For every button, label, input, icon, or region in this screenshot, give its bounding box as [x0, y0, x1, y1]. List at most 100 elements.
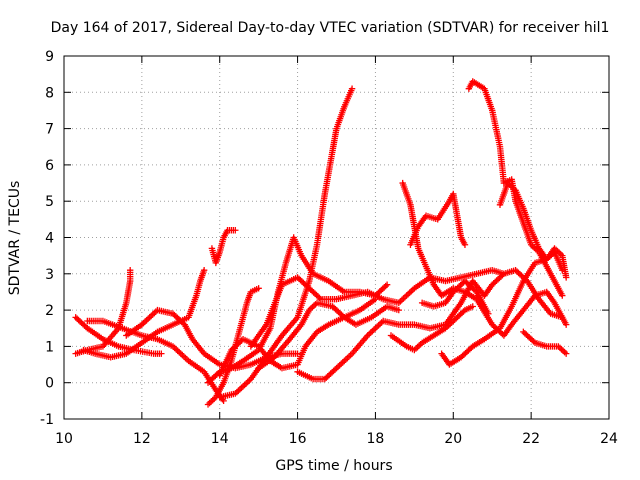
plus-marker — [337, 360, 345, 368]
plus-marker — [341, 357, 348, 365]
plus-marker — [378, 319, 385, 326]
plus-marker — [236, 386, 244, 393]
y-tick-label: -1 — [40, 412, 54, 428]
series-trace-15 — [387, 303, 476, 354]
x-tick-label: 14 — [211, 431, 229, 447]
plus-marker — [316, 294, 323, 302]
series-trace-13 — [294, 277, 488, 383]
plus-marker — [401, 293, 409, 301]
plus-marker — [294, 350, 301, 357]
x-tick-label: 16 — [289, 431, 307, 447]
x-tick-label: 20 — [444, 431, 462, 447]
plus-marker — [400, 295, 407, 302]
plus-marker — [206, 399, 213, 407]
plus-marker — [370, 326, 378, 333]
x-axis-label: GPS time / hours — [275, 458, 392, 474]
plus-marker — [148, 312, 155, 320]
plus-marker — [345, 353, 353, 360]
series-trace-17 — [418, 277, 492, 317]
plus-marker — [176, 349, 183, 356]
plus-marker — [331, 366, 339, 373]
plus-marker — [558, 346, 565, 353]
plus-marker — [561, 349, 568, 356]
plus-marker — [383, 281, 391, 288]
plus-marker — [559, 292, 566, 299]
plus-marker — [177, 350, 184, 357]
plus-marker — [239, 383, 247, 390]
plus-marker — [344, 354, 351, 362]
plus-marker — [499, 271, 506, 279]
plus-marker — [373, 323, 381, 330]
plus-marker — [403, 292, 410, 299]
series-trace-6 — [208, 227, 239, 267]
y-tick-label: 9 — [45, 49, 54, 65]
y-tick-label: 1 — [45, 339, 54, 355]
plus-marker — [207, 398, 215, 405]
plus-marker — [559, 314, 566, 321]
plus-marker — [255, 285, 262, 292]
plus-marker — [126, 266, 134, 274]
x-tick-label: 24 — [600, 431, 618, 447]
plus-marker — [375, 322, 382, 329]
plus-marker — [342, 356, 350, 363]
plus-marker — [238, 384, 245, 391]
plus-marker — [174, 347, 181, 354]
plus-marker — [559, 347, 567, 354]
plus-marker — [146, 314, 153, 321]
y-tick-label: 0 — [45, 376, 54, 392]
plus-marker — [158, 350, 165, 357]
plus-marker — [235, 387, 242, 394]
plus-marker — [141, 318, 149, 325]
plus-marker — [485, 310, 492, 317]
plus-marker — [406, 289, 413, 296]
series-trace-22 — [520, 328, 570, 357]
x-tick-label: 12 — [133, 431, 151, 447]
plus-marker — [204, 401, 212, 408]
y-tick-label: 3 — [45, 267, 54, 283]
plus-marker — [149, 311, 156, 318]
plus-marker — [200, 266, 208, 274]
plus-marker — [530, 338, 537, 345]
plus-marker — [244, 378, 251, 386]
plus-marker — [382, 282, 389, 290]
plus-marker — [562, 321, 570, 328]
plus-marker — [372, 325, 379, 332]
plus-marker — [242, 380, 250, 387]
plus-marker — [143, 317, 150, 324]
plus-marker — [179, 351, 186, 359]
plus-marker — [408, 288, 415, 295]
plus-marker — [369, 327, 376, 335]
series-trace-21 — [481, 266, 566, 321]
plus-marker — [309, 303, 316, 311]
plus-marker — [339, 359, 346, 366]
y-tick-label: 6 — [45, 158, 54, 174]
plus-marker — [469, 303, 476, 310]
plus-marker — [460, 308, 467, 315]
plus-marker — [404, 290, 412, 298]
plus-marker — [144, 315, 152, 323]
x-tick-label: 18 — [367, 431, 385, 447]
plus-marker — [152, 308, 160, 315]
plus-marker — [232, 227, 239, 234]
y-tick-label: 4 — [45, 231, 54, 247]
plus-marker — [182, 354, 189, 362]
plus-marker — [241, 381, 248, 389]
series-trace-1 — [72, 314, 165, 357]
data-marks — [72, 78, 570, 408]
y-axis-label: SDTVAR / TECUs — [7, 181, 23, 296]
x-tick-label: 10 — [55, 431, 73, 447]
plus-marker — [366, 330, 373, 338]
plus-marker — [395, 306, 402, 314]
y-tick-label: 8 — [45, 85, 54, 101]
plus-marker — [348, 85, 356, 92]
y-tick-label: 5 — [45, 194, 54, 210]
plus-marker — [209, 396, 216, 404]
plus-marker — [347, 351, 354, 359]
plus-marker — [415, 342, 423, 349]
plus-marker — [412, 345, 420, 352]
chart-title: Day 164 of 2017, Sidereal Day-to-day VTE… — [51, 20, 610, 36]
plus-marker — [562, 350, 570, 357]
plus-marker — [312, 301, 319, 308]
